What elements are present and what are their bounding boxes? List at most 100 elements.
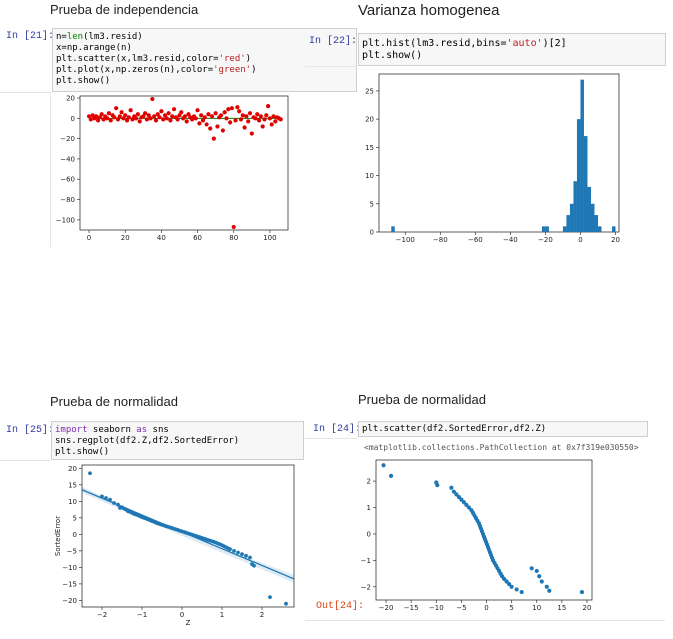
x-tick-label: 0 [484,604,488,612]
residual-point [166,111,171,116]
data-point [435,482,440,488]
residual-point [186,112,191,117]
residual-point [135,112,140,117]
histogram-bar [590,203,595,232]
data-point [451,489,456,494]
data-point [519,589,524,595]
data-point [534,568,539,574]
residual-point [88,117,93,122]
residual-point [233,118,238,123]
cell-prompt: In [24]: [313,424,362,435]
x-tick-label: 40 [157,234,166,242]
data-point [507,582,512,587]
residual-point [159,109,164,114]
x-tick-label: 20 [583,604,592,612]
code-line: n=len(lm3.resid) [56,32,143,42]
code-line: x=np.arange(n) [56,43,132,53]
data-point [454,492,459,497]
residual-point [137,119,142,124]
y-tick-label: −60 [60,176,75,184]
residual-point [224,116,229,121]
residual-point [101,117,106,122]
x-tick-label: 100 [263,234,276,242]
code-cell-scatter[interactable]: plt.scatter(df2.SortedError,df2.Z) [358,421,648,437]
histogram-bar [391,226,395,232]
residual-point [202,115,207,120]
residual-point [126,115,131,120]
code-cell-varianza[interactable]: plt.hist(lm3.resid,bins='auto')[2] plt.s… [358,33,666,66]
y-tick-label: 5 [370,200,374,208]
histogram-bar [583,136,588,232]
histogram-bar [562,226,567,232]
x-tick-label: −10 [429,604,444,612]
y-tick-label: 20 [66,95,75,103]
confidence-band [82,486,294,583]
residual-point [240,113,245,118]
residual-point [244,114,249,119]
data-point [529,566,534,571]
code-editor[interactable]: import seaborn as sns sns.regplot(df2.Z,… [55,425,239,458]
residual-point [267,116,273,121]
histogram-bar [566,215,570,232]
output-divider [0,460,50,461]
residual-point [208,126,213,131]
plot-frame [375,459,593,601]
code-editor[interactable]: plt.scatter(df2.SortedError,df2.Z) [362,424,546,435]
data-point [537,574,542,579]
code-line: sns.regplot(df2.Z,df2.SortedError) [55,436,240,446]
residual-point [168,118,173,123]
x-tick-label: −80 [433,236,448,244]
y-tick-label: 10 [365,172,374,180]
residual-point [193,116,198,121]
data-point [514,587,519,592]
heading-prueba-independencia: Prueba de independencia [50,2,199,17]
regression-line [81,489,295,580]
histogram-bar [541,226,546,232]
data-point [284,601,288,606]
y-tick-label: −2 [361,583,371,591]
residual-point [238,117,244,122]
heading-prueba-normalidad: Prueba de normalidad [50,394,178,409]
data-point [466,505,472,510]
residual-point [112,115,117,120]
residual-point [121,116,126,121]
residual-point [177,113,182,118]
residual-point [161,117,166,122]
residual-point [218,113,224,118]
cell-prompt: In [25]: [6,425,55,436]
code-line: plt.scatter(df2.SortedError,df2.Z) [362,424,547,434]
residual-point [143,111,148,116]
residual-point [229,106,235,111]
data-point [501,576,507,581]
y-tick-label: 0 [367,530,371,538]
cell-prompt: In [22]: [309,36,358,47]
y-tick-label: 15 [68,481,77,489]
residual-point [133,116,139,121]
output-divider [305,620,665,621]
x-tick-label: 0 [87,234,91,242]
code-editor[interactable]: n=len(lm3.resid) x=np.arange(n) plt.scat… [56,32,257,87]
residual-point [264,113,269,118]
residual-point [258,114,263,119]
cell-prompt: In [21]: [6,31,55,42]
y-tick-label: 20 [68,465,77,473]
code-cell-regplot[interactable]: import seaborn as sns sns.regplot(df2.Z,… [51,421,304,460]
y-tick-label: −10 [62,564,77,572]
code-cell-independencia[interactable]: n=len(lm3.resid) x=np.arange(n) plt.scat… [52,28,357,92]
data-point [228,547,232,552]
residual-point [124,118,130,123]
residual-point [249,131,254,136]
y-tick-label: −80 [60,196,75,204]
data-point [388,473,394,478]
residual-point [213,111,218,116]
x-tick-label: 20 [611,236,620,244]
data-point [539,579,544,584]
residual-point [114,106,119,111]
heading-prueba-normalidad: Prueba de normalidad [358,392,486,407]
data-point [459,497,464,502]
residual-point [148,116,153,121]
residual-point [255,112,260,117]
code-editor[interactable]: plt.hist(lm3.resid,bins='auto')[2] plt.s… [362,38,567,62]
residual-point [226,107,231,112]
